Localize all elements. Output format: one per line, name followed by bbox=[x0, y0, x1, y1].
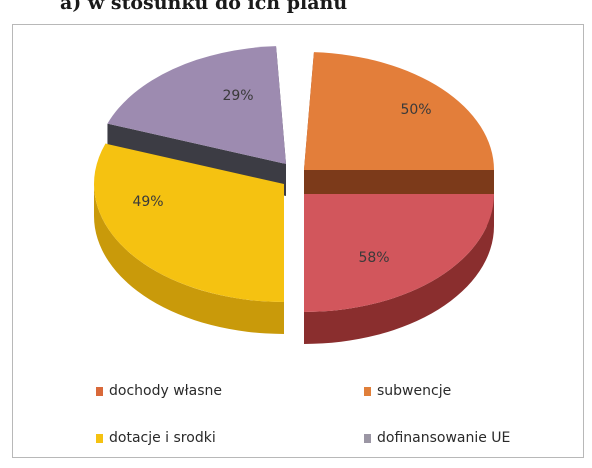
legend-label-dochody-wlasne: dochody własne bbox=[109, 383, 222, 399]
legend-item-dofinansowanie-ue: dofinansowanie UE bbox=[364, 430, 510, 446]
legend-label-dofinansowanie-ue: dofinansowanie UE bbox=[377, 430, 511, 446]
pie-label-dotacje-i-srodki: 49% bbox=[132, 194, 163, 210]
legend-item-dochody-wlasne: dochody własne bbox=[96, 383, 222, 399]
legend-swatch-dotacje-i-srodki bbox=[96, 433, 103, 443]
legend-item-dotacje-i-srodki: dotacje i srodki bbox=[96, 430, 216, 446]
pie-label-subwencje: 50% bbox=[400, 102, 431, 118]
pie-label-dofinansowanie-ue: 29% bbox=[222, 88, 253, 104]
pie-slice-dotacje-i-srodki bbox=[93, 143, 284, 302]
section-heading: a) w stosunku do ich planu bbox=[60, 0, 348, 14]
pie-slice-subwencje bbox=[304, 52, 494, 171]
pie-slice-dochody-wlasne bbox=[304, 194, 494, 312]
legend-item-subwencje: subwencje bbox=[364, 383, 451, 399]
pie-tops bbox=[93, 46, 494, 312]
pie-label-dochody-wlasne: 58% bbox=[358, 250, 389, 266]
legend-label-dotacje-i-srodki: dotacje i srodki bbox=[109, 430, 216, 446]
legend-swatch-dofinansowanie-ue bbox=[364, 433, 371, 443]
pie-labels: 50% 58% 49% 29% bbox=[132, 88, 431, 266]
pie-slice-dofinansowanie-ue bbox=[107, 46, 286, 165]
legend-swatch-dochody-wlasne bbox=[96, 386, 103, 396]
legend-label-subwencje: subwencje bbox=[377, 383, 452, 399]
legend-swatch-subwencje bbox=[364, 386, 371, 396]
